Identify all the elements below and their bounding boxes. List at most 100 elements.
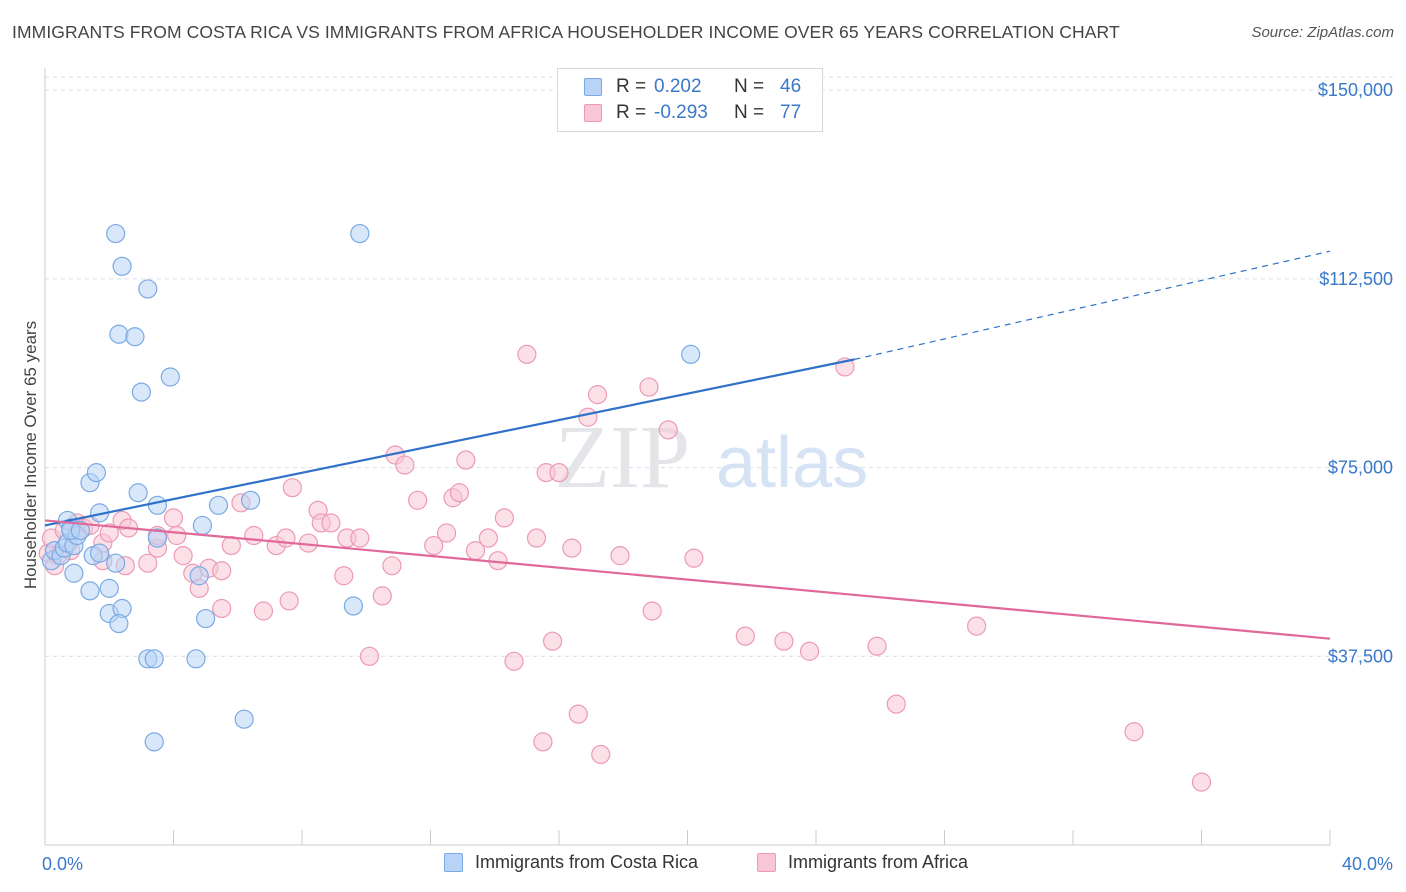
- africa-point: [578, 407, 598, 427]
- source-label: Source: ZipAtlas.com: [1251, 24, 1394, 41]
- africa-point: [449, 483, 470, 503]
- grid-lines: [45, 76, 1395, 657]
- costa-rica-point: [208, 495, 229, 515]
- legend-row-africa: R = -0.293 N = 77: [584, 101, 801, 125]
- costa-rica-trend-line: [44, 358, 855, 527]
- watermark-atlas: atlas: [716, 423, 868, 503]
- costa-rica-point: [147, 528, 168, 548]
- legend-r-value: 0.202: [654, 76, 702, 97]
- series-legend: Immigrants from Costa Rica Immigrants fr…: [0, 852, 1406, 878]
- costa-rica-point: [160, 367, 180, 387]
- africa-point: [494, 508, 514, 528]
- africa-point: [395, 455, 415, 475]
- africa-point: [138, 553, 158, 573]
- costa-rica-point: [234, 709, 254, 729]
- costa-rica-point: [186, 649, 206, 669]
- africa-point: [350, 528, 370, 548]
- costa-rica-point: [80, 581, 100, 601]
- africa-point: [587, 385, 608, 405]
- series-swatch-africa: [757, 853, 776, 872]
- legend-n-label: N =: [734, 76, 765, 97]
- africa-point: [967, 616, 987, 636]
- axes: [44, 68, 1331, 846]
- africa-point: [867, 636, 887, 656]
- costa-rica-point: [128, 483, 148, 503]
- africa-point: [568, 704, 588, 724]
- costa-rica-point: [144, 732, 164, 752]
- x-tick-labels: 0.0% 40.0%: [42, 854, 1393, 874]
- costa-rica-point: [144, 649, 164, 669]
- africa-point: [372, 586, 392, 606]
- africa-point: [253, 601, 274, 621]
- costa-rica-point: [681, 344, 701, 364]
- africa-point: [1191, 772, 1212, 792]
- legend-n-value: 77: [780, 102, 802, 123]
- watermark: ZIP atlas: [555, 408, 868, 507]
- costa-rica-point: [125, 327, 145, 347]
- africa-point: [436, 523, 457, 543]
- costa-rica-point: [350, 223, 370, 244]
- legend-r-value: -0.293: [654, 102, 708, 123]
- africa-point: [562, 538, 582, 558]
- series-legend-label: Immigrants from Africa: [788, 852, 969, 872]
- costa-rica-point: [189, 566, 209, 586]
- costa-rica-point: [241, 490, 261, 510]
- costa-rica-point: [86, 463, 107, 483]
- costa-rica-point: [109, 613, 129, 634]
- y-tick-label: $37,500: [1328, 646, 1393, 666]
- africa-point: [212, 598, 232, 619]
- africa-point: [610, 546, 630, 566]
- costa-rica-point: [99, 578, 119, 598]
- africa-point: [591, 744, 611, 765]
- africa-point: [212, 561, 232, 581]
- costa-rica-point: [106, 553, 126, 573]
- africa-point: [684, 548, 704, 568]
- africa-point: [173, 546, 193, 566]
- africa-point: [542, 631, 563, 651]
- costa-rica-point: [343, 596, 363, 616]
- africa-point: [167, 525, 187, 546]
- legend-swatch-africa: [584, 104, 602, 122]
- costa-rica-point: [112, 256, 132, 276]
- legend-n-value: 46: [780, 76, 802, 97]
- africa-point: [424, 535, 444, 556]
- africa-point: [642, 601, 662, 621]
- africa-point: [886, 694, 906, 714]
- y-axis-label: Householder Income Over 65 years: [21, 321, 40, 589]
- africa-point: [658, 420, 678, 440]
- y-tick-labels: $37,500 $75,000 $112,500 $150,000: [1318, 80, 1393, 666]
- legend-swatch-costa-rica: [584, 78, 602, 96]
- africa-point: [774, 631, 794, 651]
- y-tick-label: $112,500: [1319, 269, 1393, 289]
- costa-rica-point: [106, 223, 126, 244]
- series-legend-costa-rica[interactable]: Immigrants from Costa Rica: [444, 852, 698, 873]
- africa-point: [279, 591, 299, 611]
- costa-rica-point: [147, 495, 168, 515]
- africa-point: [533, 732, 553, 752]
- x-tick-label: 40.0%: [1342, 854, 1393, 874]
- africa-point: [221, 535, 241, 556]
- costa-rica-point: [131, 382, 151, 402]
- chart-title: IMMIGRANTS FROM COSTA RICA VS IMMIGRANTS…: [12, 22, 1120, 42]
- africa-point: [456, 450, 476, 470]
- africa-point: [163, 508, 184, 528]
- costa-rica-trend-extension: [854, 250, 1331, 360]
- trend-lines: [44, 250, 1331, 640]
- costa-rica-point: [109, 324, 129, 344]
- x-tick-label: 0.0%: [42, 854, 83, 874]
- africa-trend-line: [44, 519, 1331, 640]
- africa-point: [549, 463, 569, 483]
- africa-point: [321, 513, 341, 533]
- africa-point: [334, 566, 354, 586]
- series-swatch-costa-rica: [444, 853, 463, 872]
- series-legend-africa[interactable]: Immigrants from Africa: [757, 852, 968, 873]
- legend-row-costa-rica: R = 0.202 N = 46: [584, 75, 801, 99]
- africa-point: [1124, 722, 1144, 742]
- costa-rica-point: [70, 520, 90, 541]
- africa-point: [359, 646, 380, 666]
- costa-rica-point: [138, 279, 158, 299]
- africa-point: [282, 478, 302, 498]
- costa-rica-point: [90, 543, 110, 563]
- africa-point: [276, 528, 296, 548]
